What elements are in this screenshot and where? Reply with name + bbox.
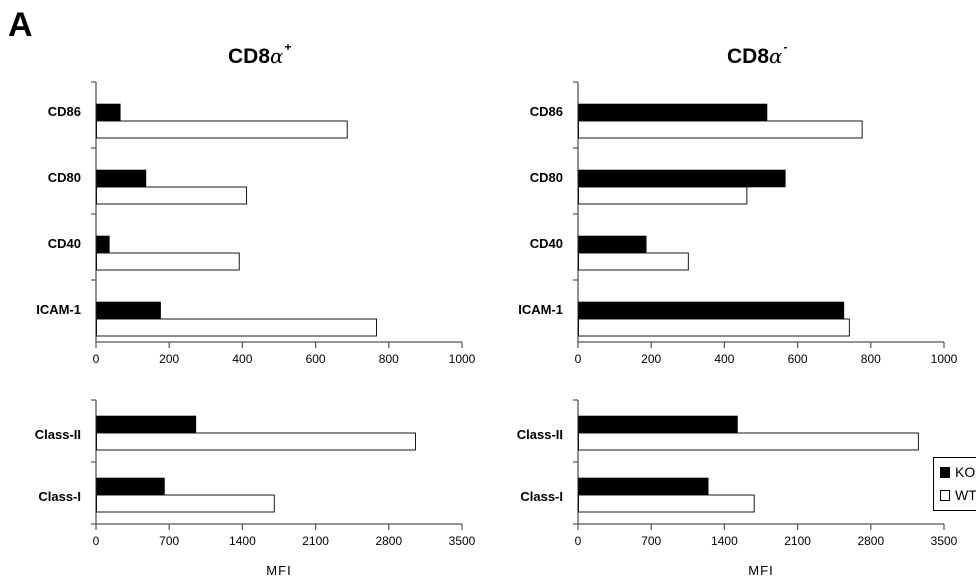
cd8plus-costim-bar-wt-cd40	[96, 252, 240, 271]
legend-item-wt: WT	[940, 486, 976, 504]
cd8plus-mhc-x-tick-label: 2100	[302, 534, 329, 548]
cd8plus-mhc-x-tick-label: 2800	[375, 534, 402, 548]
title-left-main: CD8	[228, 45, 271, 68]
cd8plus-mhc-x-tick-label: 3500	[449, 534, 476, 548]
title-right-greek: α	[769, 44, 783, 68]
cd8minus-mhc-category-label: Class-I	[520, 489, 563, 504]
cd8plus-costim-x-tick-label: 800	[379, 352, 399, 366]
title-right-sup: -	[783, 40, 788, 54]
panel-letter: A	[8, 6, 33, 44]
cd8minus-costim-category-label: CD80	[530, 170, 563, 185]
cd8plus-mhc-category-label: Class-I	[38, 489, 81, 504]
cd8minus-mhc-x-axis-label: MFI	[748, 563, 773, 578]
cd8minus-costim-category-label: CD86	[530, 104, 563, 119]
cd8minus-costim-x-tick-label: 600	[788, 352, 808, 366]
cd8minus-costim-bar-ko-cd86	[578, 103, 768, 122]
cd8plus-mhc-bar-ko-class-ii	[96, 415, 197, 434]
cd8plus-mhc-bar-wt-class-ii	[96, 432, 416, 451]
cd8minus-mhc-category-label: Class-II	[517, 427, 563, 442]
cd8plus-costim-x-tick-label: 400	[232, 352, 252, 366]
cd8plus-costim-bar-wt-cd86	[96, 120, 348, 139]
cd8plus-costim-bar-ko-cd86	[96, 103, 121, 122]
cd8minus-mhc-bar-wt-class-i	[578, 494, 755, 513]
title-left-greek: α	[270, 44, 284, 68]
cd8plus-costim-category-label: CD40	[48, 236, 81, 251]
cd8plus-costim-x-tick-label: 600	[306, 352, 326, 366]
cd8plus-mhc-bar-wt-class-i	[96, 494, 275, 513]
cd8minus-costim-x-tick-label: 400	[714, 352, 734, 366]
cd8plus-mhc-x-tick-label: 1400	[229, 534, 256, 548]
cd8plus-costim-x-tick-label: 200	[159, 352, 179, 366]
cd8plus-mhc-x-tick-label: 0	[93, 534, 100, 548]
title-right-main: CD8	[727, 45, 770, 68]
cd8minus-costim-category-label: CD40	[530, 236, 563, 251]
cd8minus-mhc-x-tick-label: 1400	[711, 534, 738, 548]
cd8minus-mhc-x-tick-label: 2100	[784, 534, 811, 548]
cd8plus-costim-x-tick-label: 0	[93, 352, 100, 366]
cd8plus-costim-bar-ko-cd80	[96, 169, 147, 188]
cd8plus-mhc-category-label: Class-II	[35, 427, 81, 442]
cd8minus-costim-x-tick-label: 1000	[931, 352, 958, 366]
legend: KO WT	[933, 457, 976, 511]
cd8minus-costim-bar-wt-cd40	[578, 252, 689, 271]
cd8minus-mhc-x-tick-label: 700	[641, 534, 661, 548]
cd8minus-costim-category-label: ICAM-1	[518, 302, 563, 317]
cd8plus-costim-x-tick-label: 1000	[449, 352, 476, 366]
cd8minus-mhc-bar-ko-class-ii	[578, 415, 738, 434]
cd8minus-mhc-x-tick-label: 0	[575, 534, 582, 548]
cd8minus-costim-bar-wt-cd80	[578, 186, 748, 205]
cd8minus-costim-bar-ko-cd80	[578, 169, 786, 188]
cd8minus-costim-bar-ko-cd40	[578, 235, 647, 254]
cd8plus-costim-category-label: CD80	[48, 170, 81, 185]
legend-item-ko: KO	[940, 463, 975, 481]
cd8plus-costim-bar-wt-cd80	[96, 186, 248, 205]
cd8plus-costim-bar-ko-cd40	[96, 235, 110, 254]
cd8plus-mhc-x-tick-label: 700	[159, 534, 179, 548]
cd8plus-costim-category-label: ICAM-1	[36, 302, 81, 317]
chart-title-left: CD8α+	[228, 40, 292, 69]
cd8plus-costim-category-label: CD86	[48, 104, 81, 119]
cd8minus-mhc-bar-ko-class-i	[578, 477, 709, 496]
cd8minus-costim-bar-wt-cd86	[578, 120, 863, 139]
cd8plus-mhc-x-axis-label: MFI	[266, 563, 291, 578]
cd8minus-costim-x-tick-label: 800	[861, 352, 881, 366]
cd8minus-mhc-x-tick-label: 3500	[931, 534, 958, 548]
cd8minus-mhc-x-tick-label: 2800	[857, 534, 884, 548]
chart-title-right: CD8α-	[727, 40, 788, 69]
cd8plus-mhc-bar-ko-class-i	[96, 477, 165, 496]
cd8minus-costim-x-tick-label: 200	[641, 352, 661, 366]
title-left-sup: +	[284, 40, 292, 54]
cd8plus-costim-bar-wt-icam-1	[96, 318, 377, 337]
legend-swatch-ko	[940, 466, 950, 478]
legend-label-wt: WT	[955, 487, 976, 503]
cd8plus-costim-bar-ko-icam-1	[96, 301, 161, 320]
cd8minus-costim-bar-ko-icam-1	[578, 301, 845, 320]
cd8minus-costim-bar-wt-icam-1	[578, 318, 850, 337]
legend-swatch-wt	[940, 489, 950, 501]
cd8minus-costim-x-tick-label: 0	[575, 352, 582, 366]
legend-label-ko: KO	[955, 464, 976, 480]
cd8minus-mhc-bar-wt-class-ii	[578, 432, 919, 451]
